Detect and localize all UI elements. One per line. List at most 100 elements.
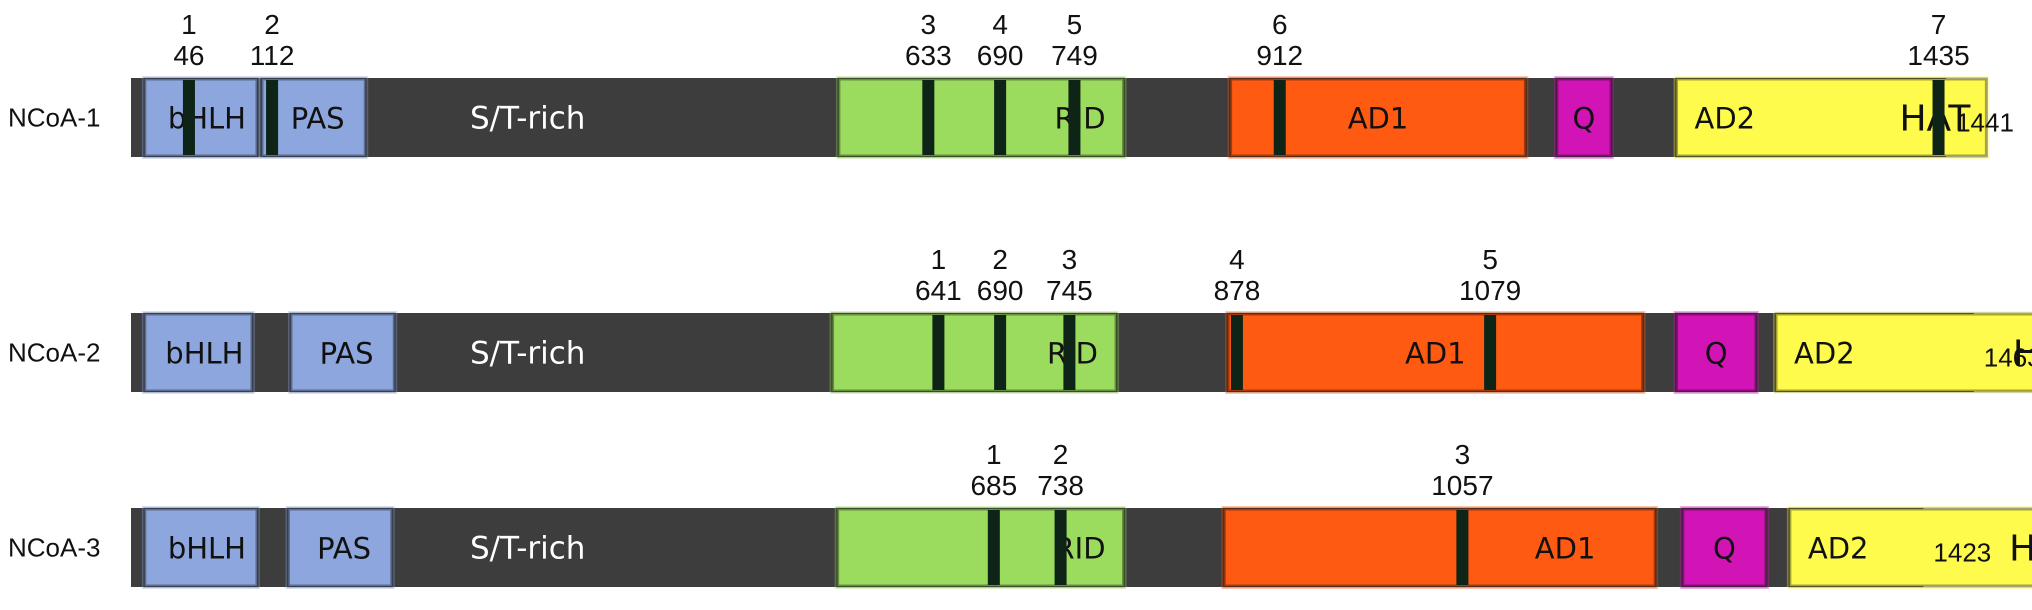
protein-name: NCoA-1 — [8, 103, 100, 133]
domain-bhlh: bHLH — [141, 506, 260, 589]
domain-box — [143, 507, 259, 588]
domain-label: PAS — [320, 337, 374, 371]
motif-index: 2 — [992, 244, 1008, 275]
protein-length: 1463 — [1984, 343, 2032, 373]
st-rich-label: S/T-rich — [470, 531, 585, 567]
motif-position: 1079 — [1459, 275, 1521, 306]
motif-position: 1435 — [1907, 40, 1969, 71]
domain-label: PAS — [291, 102, 345, 136]
protein-ncoa-1: NCoA-1S/T-richbHLHPASRIDAD1QAD2HAT146211… — [8, 9, 2014, 159]
motif-position: 912 — [1256, 40, 1303, 71]
motif-bar — [1456, 510, 1469, 585]
domain-bhlh: bHLH — [141, 311, 255, 394]
motif-position: 690 — [977, 275, 1024, 306]
motif-position: 641 — [915, 275, 962, 306]
motif-position: 633 — [905, 40, 952, 71]
motif-index: 4 — [1229, 244, 1245, 275]
domain-box — [143, 77, 259, 158]
motif-index: 6 — [1272, 9, 1288, 40]
motif-bar — [182, 80, 195, 155]
domain-box — [1226, 312, 1645, 393]
domain-box — [1222, 507, 1657, 588]
motif-marker: 146 — [173, 9, 205, 155]
domain-q: Q — [1553, 76, 1615, 159]
motif-bar — [987, 510, 1000, 585]
motif-index: 5 — [1482, 244, 1498, 275]
domain-ad1: AD1 — [1221, 506, 1659, 589]
motif-index: 4 — [992, 9, 1008, 40]
domain-box — [1675, 312, 1758, 393]
motif-bar — [1068, 80, 1081, 155]
domain-rid: RID — [834, 506, 1127, 589]
domain-rid: RID — [829, 311, 1120, 394]
motif-position: 685 — [970, 470, 1017, 501]
motif-position: 878 — [1214, 275, 1261, 306]
domain-label: Q — [1573, 102, 1596, 136]
motif-bar — [1484, 315, 1497, 390]
motif-bar — [994, 315, 1007, 390]
domain-ad2: AD2 HAT — [1773, 311, 2032, 394]
motif-index: 3 — [1062, 244, 1078, 275]
motif-position: 112 — [250, 40, 295, 71]
motif-index: 3 — [921, 9, 937, 40]
domain-label: AD1 — [1405, 337, 1466, 371]
domain-box — [1774, 312, 2032, 393]
motif-bar — [1054, 510, 1067, 585]
motif-index: 5 — [1067, 9, 1083, 40]
motif-index: 3 — [1455, 439, 1471, 470]
motif-bar — [932, 315, 945, 390]
domain-box — [1788, 507, 2032, 588]
domain-label: bHLH — [168, 532, 246, 566]
motif-position: 46 — [173, 40, 204, 71]
domain-q: Q — [1679, 506, 1769, 589]
motif-bar — [922, 80, 935, 155]
motif-position: 745 — [1046, 275, 1093, 306]
motif-position: 690 — [977, 40, 1024, 71]
motif-bar — [994, 80, 1007, 155]
st-rich-label: S/T-rich — [470, 101, 585, 137]
domain-box — [289, 312, 396, 393]
domain-label: PAS — [317, 532, 371, 566]
domain-label: AD2 — [1794, 337, 1855, 371]
domain-label: AD2 — [1695, 102, 1756, 136]
protein-length: 1441 — [1956, 108, 2014, 138]
domain-label: Q — [1713, 532, 1736, 566]
motif-index: 1 — [986, 439, 1002, 470]
domain-label: AD1 — [1348, 102, 1409, 136]
st-rich-label: S/T-rich — [470, 336, 585, 372]
domain-ad1: AD1 — [1225, 311, 1646, 394]
motif-bar — [266, 80, 279, 155]
protein-name: NCoA-2 — [8, 338, 100, 368]
domain-label: Q — [1705, 337, 1728, 371]
motif-index: 2 — [264, 9, 280, 40]
protein-name: NCoA-3 — [8, 533, 100, 563]
domain-ad2: AD2 HAT — [1786, 506, 2032, 589]
domain-box — [1681, 507, 1768, 588]
hat-label: HAT — [2009, 529, 2032, 570]
domain-box — [260, 77, 367, 158]
domain-pas: PAS — [287, 311, 398, 394]
hat-label: HAT — [2013, 334, 2032, 375]
domain-ad1: AD1 — [1227, 76, 1529, 159]
motif-index: 1 — [931, 244, 947, 275]
domain-label: bHLH — [165, 337, 243, 371]
domain-bhlh: bHLH — [141, 76, 260, 159]
domain-pas: PAS — [285, 506, 395, 589]
domain-rid: RID — [835, 76, 1127, 159]
protein-length: 1423 — [1933, 538, 1991, 568]
domain-label: AD2 — [1808, 532, 1869, 566]
domain-label: bHLH — [168, 102, 246, 136]
motif-bar — [1063, 315, 1076, 390]
